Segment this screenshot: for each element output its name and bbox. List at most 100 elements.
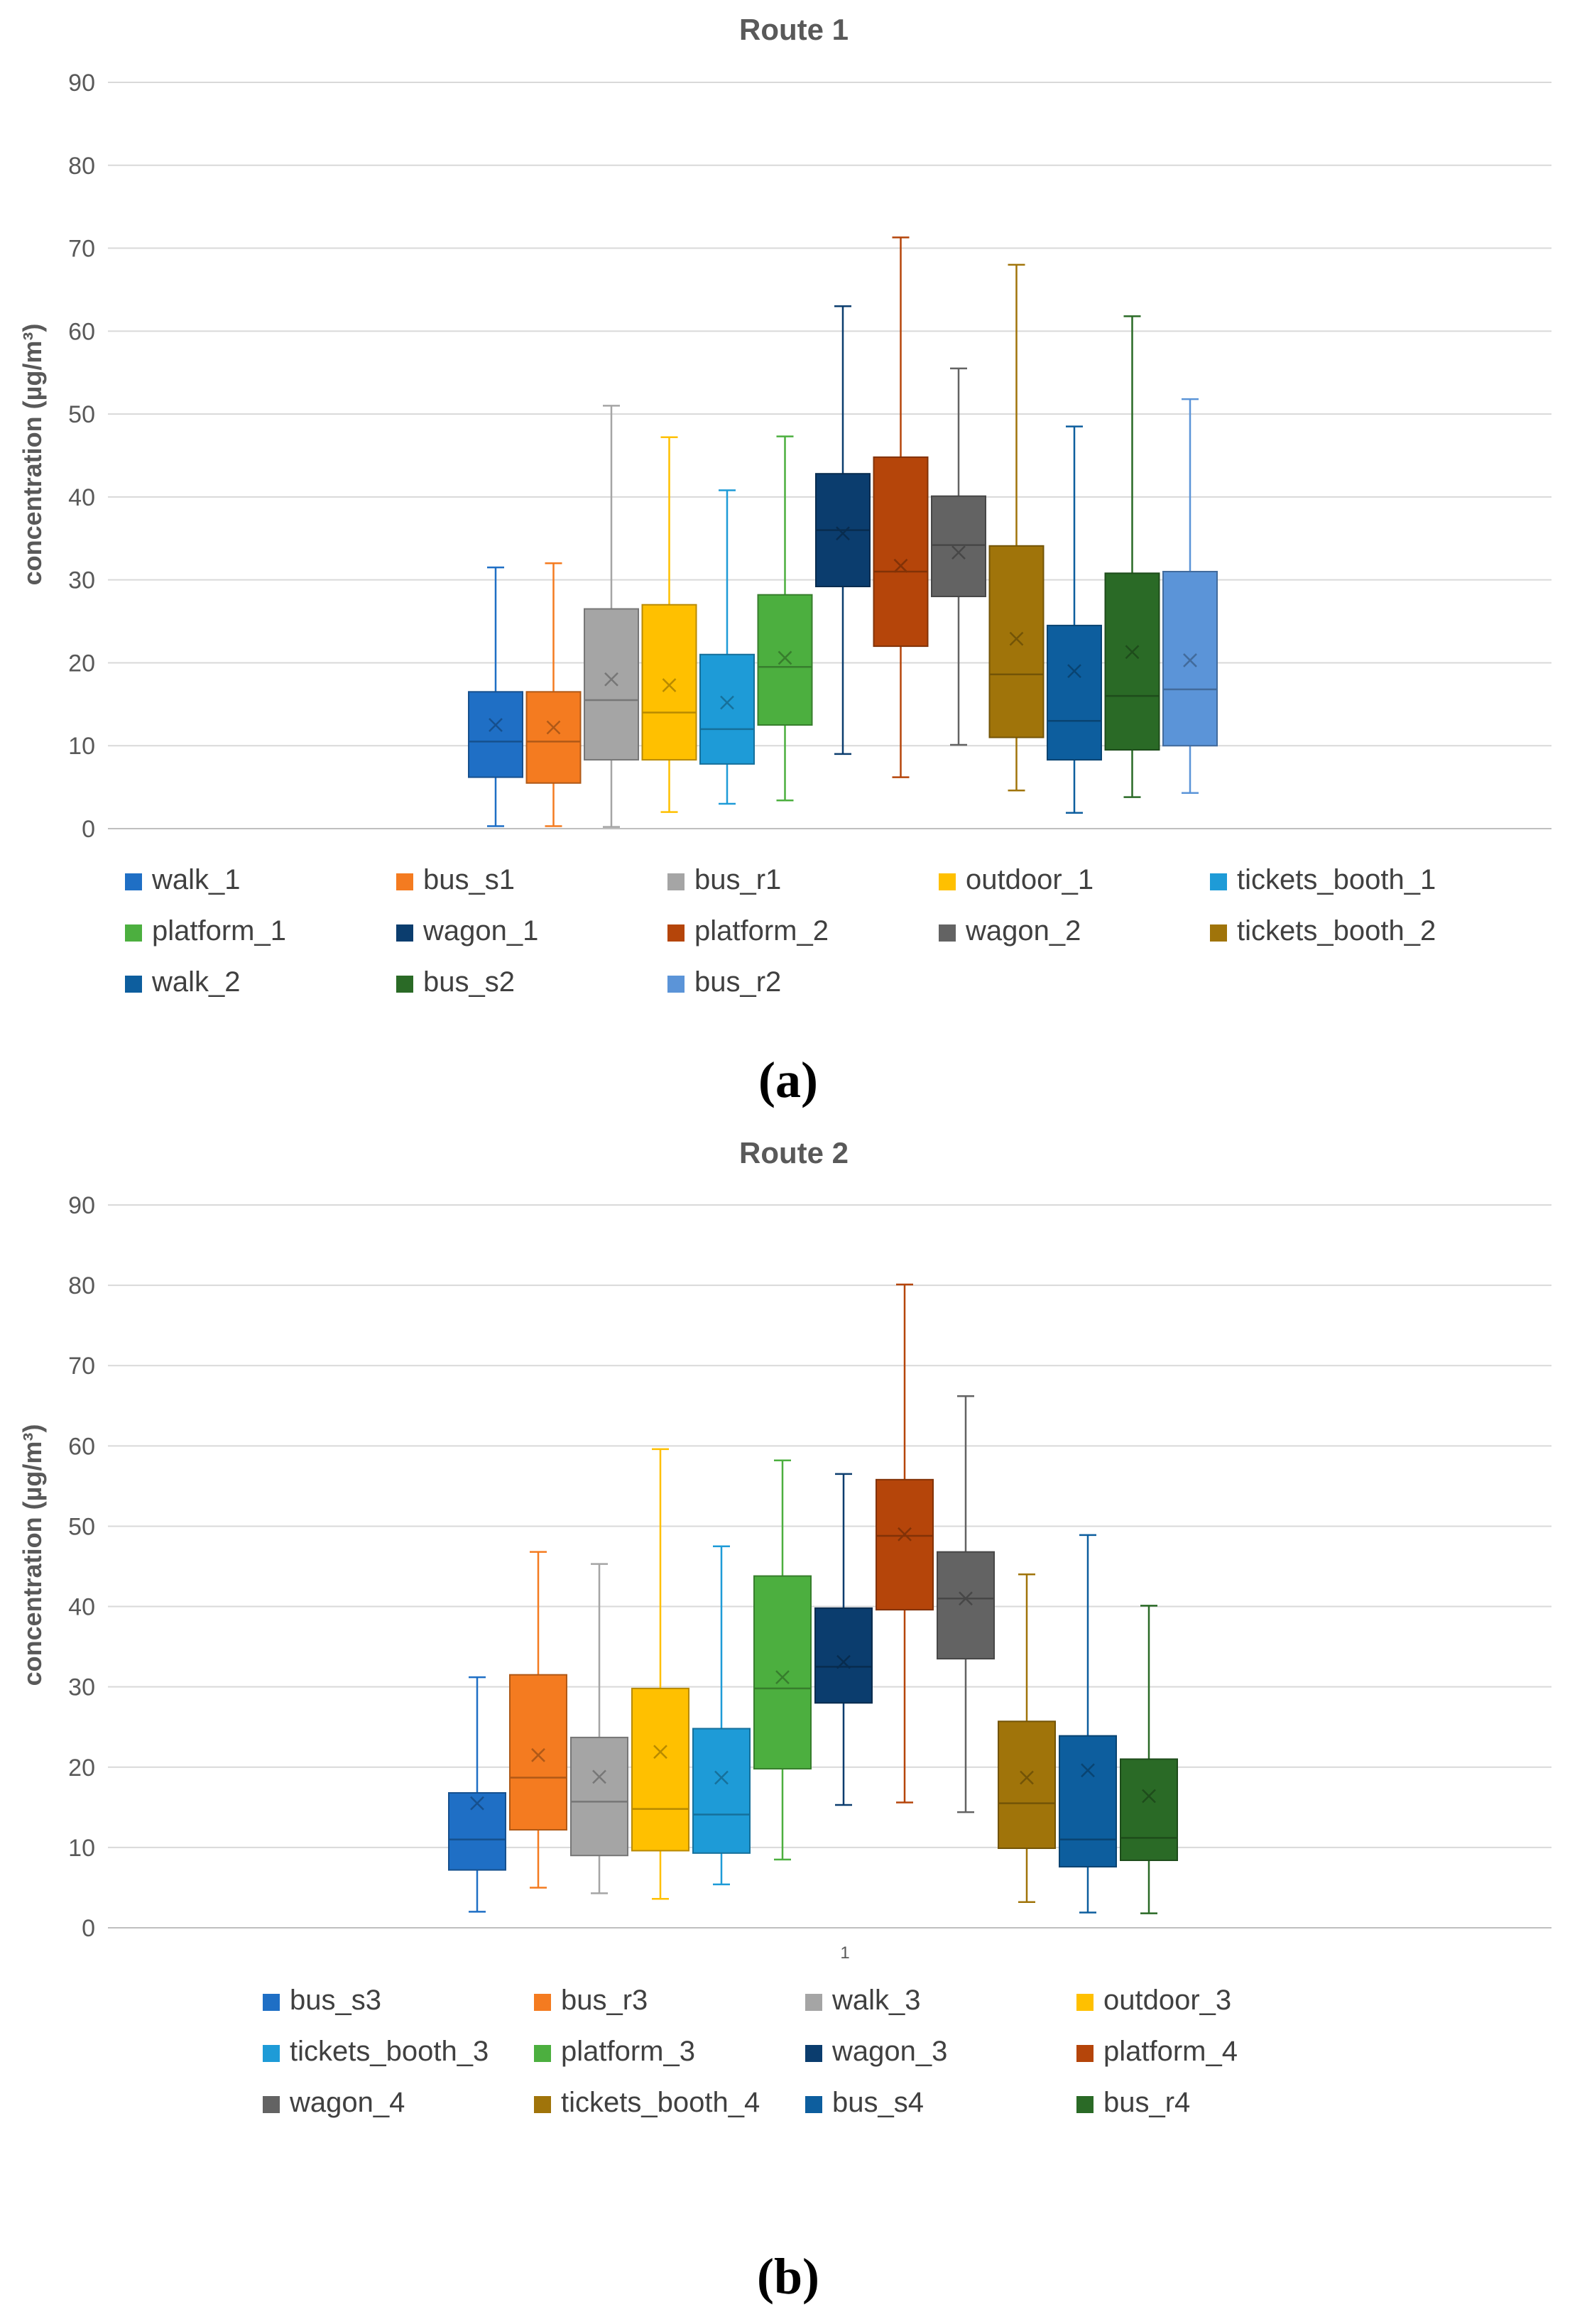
box-iqr: [448, 1791, 506, 1871]
box-iqr: [509, 1674, 567, 1831]
mean-marker: [898, 1527, 912, 1542]
legend-label: tickets_booth_2: [1237, 915, 1436, 946]
y-tick-label: 0: [82, 816, 95, 843]
box-iqr: [1162, 570, 1218, 747]
box-outdoor_1: [641, 436, 697, 813]
y-tick-label: 60: [68, 318, 95, 345]
y-tick-label: 30: [68, 1674, 95, 1701]
legend-swatch: [667, 873, 685, 890]
box-tickets_booth_3: [692, 1545, 751, 1886]
legend-swatch: [534, 1994, 551, 2011]
legend-swatch: [667, 976, 685, 993]
box-bus_s4: [1059, 1534, 1117, 1914]
legend-label: bus_r3: [561, 1985, 648, 2016]
mean-marker: [893, 558, 908, 573]
legend-item: tickets_booth_2: [1210, 915, 1436, 946]
panel-label-letter: b: [774, 2248, 802, 2305]
legend-label: bus_r2: [694, 966, 781, 998]
legend-swatch: [263, 2045, 280, 2062]
legend-label: bus_r4: [1103, 2087, 1190, 2118]
box-iqr: [641, 604, 697, 761]
y-tick-label: 50: [68, 1513, 95, 1540]
legend-swatch: [667, 924, 685, 942]
legend-item: bus_r1: [667, 864, 781, 895]
box-iqr: [584, 608, 639, 761]
legend-swatch: [125, 976, 142, 993]
legend-item: platform_1: [125, 915, 286, 946]
y-tick-label: 90: [68, 70, 95, 97]
box-iqr: [1120, 1758, 1178, 1861]
legend-label: bus_s4: [832, 2087, 924, 2118]
box-iqr: [757, 594, 813, 726]
legend-item: wagon_4: [263, 2087, 405, 2118]
y-tick-label: 10: [68, 1835, 95, 1862]
mean-marker: [592, 1769, 606, 1784]
box-walk_1: [468, 566, 523, 827]
box-bus_r1: [584, 405, 639, 828]
box-bus_s2: [1104, 315, 1160, 798]
box-bus_s3: [448, 1676, 506, 1913]
legend-swatch: [805, 2096, 822, 2113]
box-bus_r4: [1120, 1605, 1178, 1914]
legend-label: platform_3: [561, 2036, 695, 2067]
legend-item: wagon_1: [396, 915, 538, 946]
legend-swatch: [534, 2096, 551, 2113]
legend-swatch: [263, 2096, 280, 2113]
legend-label: walk_3: [831, 1985, 921, 2016]
legend-label: wagon_2: [965, 915, 1081, 946]
y-tick-label: 0: [82, 1915, 95, 1942]
mean-marker: [778, 650, 792, 665]
legend-swatch: [1076, 1994, 1094, 2011]
legend-swatch: [1210, 924, 1227, 942]
legend-swatch: [1076, 2045, 1094, 2062]
panel-label: (b): [757, 2248, 819, 2305]
y-tick-label: 70: [68, 236, 95, 263]
legend-item: bus_s4: [805, 2087, 924, 2118]
y-tick-label: 80: [68, 153, 95, 180]
legend-swatch: [396, 924, 413, 942]
legend-swatch: [1210, 873, 1227, 890]
legend-label: bus_s1: [423, 864, 515, 895]
y-tick-label: 20: [68, 1755, 95, 1782]
y-axis-label: concentration (µg/m³): [18, 324, 47, 586]
box-walk_3: [570, 1563, 628, 1894]
legend-label: tickets_booth_1: [1237, 864, 1436, 895]
chart-title: Route 2: [739, 1136, 849, 1169]
box-wagon_3: [814, 1473, 873, 1806]
box-outdoor_3: [631, 1448, 689, 1900]
box-iqr: [468, 691, 523, 778]
y-tick-label: 80: [68, 1272, 95, 1299]
y-tick-label: 60: [68, 1433, 95, 1460]
box-walk_2: [1047, 425, 1102, 814]
mean-marker: [1009, 631, 1024, 646]
mean-marker: [720, 695, 734, 710]
box-iqr: [998, 1720, 1056, 1850]
legend-item: bus_s2: [396, 966, 515, 998]
legend-item: tickets_booth_4: [534, 2087, 760, 2118]
legend-swatch: [396, 976, 413, 993]
route-1-chart: Route 1 concentration (µg/m³) 0 10 20 30 40 5…: [18, 13, 1551, 1108]
legend-item: tickets_booth_1: [1210, 864, 1436, 895]
legend-item: walk_3: [805, 1985, 921, 2016]
legend-item: bus_r2: [667, 966, 781, 998]
box-iqr: [692, 1728, 751, 1854]
box-tickets_booth_4: [998, 1573, 1056, 1904]
box-iqr: [988, 545, 1045, 738]
legend-swatch: [534, 2045, 551, 2062]
legend-item: platform_2: [667, 915, 829, 946]
legend-swatch: [1076, 2096, 1094, 2113]
box-bus_r2: [1162, 398, 1218, 795]
y-tick-label: 10: [68, 733, 95, 760]
legend-item: bus_s3: [263, 1985, 381, 2016]
legend-item: tickets_booth_3: [263, 2036, 489, 2067]
legend-label: walk_1: [151, 864, 241, 895]
legend-swatch: [805, 1994, 822, 2011]
legend-label: bus_s3: [290, 1985, 381, 2016]
legend-item: platform_3: [534, 2036, 695, 2067]
box-tickets_booth_2: [988, 263, 1045, 792]
mean-marker: [1142, 1789, 1156, 1804]
legend-label: platform_4: [1103, 2036, 1238, 2067]
mean-marker: [653, 1745, 667, 1760]
box-iqr: [631, 1687, 689, 1852]
